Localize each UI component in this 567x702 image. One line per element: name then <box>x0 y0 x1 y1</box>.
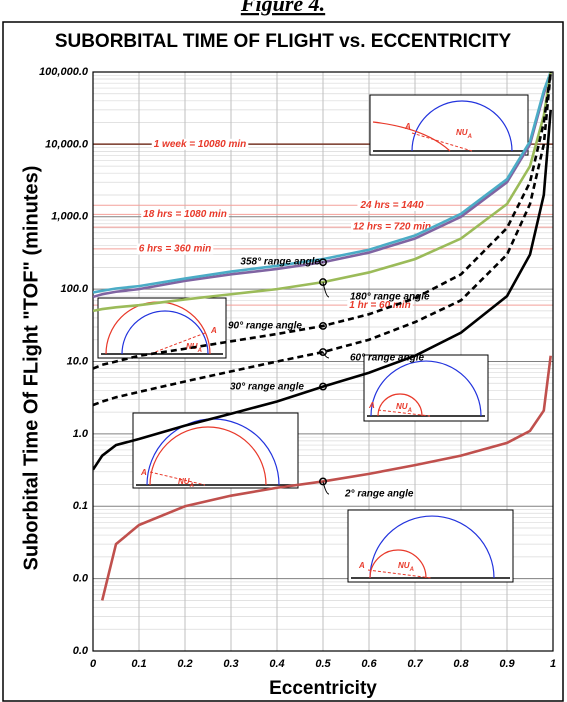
inset-angle-text: NU <box>456 128 468 137</box>
reference-label: 24 hrs = 1440 <box>359 200 424 211</box>
reference-label: 18 hrs = 1080 min <box>143 209 227 220</box>
series-label: 90° range angle <box>228 321 302 332</box>
x-tick-label: 1 <box>550 658 556 670</box>
x-axis-label: Eccentricity <box>269 678 377 699</box>
x-tick-label: 0.7 <box>407 658 423 670</box>
y-tick-label: 100,000.0 <box>39 66 89 78</box>
inset-box <box>364 355 488 421</box>
series-label: 358° range angle <box>240 257 320 268</box>
inset-point-label: A <box>404 122 411 131</box>
inset-point-label: A <box>210 326 217 335</box>
series-label: 180° range angle <box>350 292 430 303</box>
y-tick-label: 10,000.0 <box>45 138 89 150</box>
x-tick-label: 0.9 <box>499 658 515 670</box>
y-tick-label: 0.0 <box>73 573 89 585</box>
x-tick-label: 0.2 <box>177 658 192 670</box>
chart: Figure 4. SUBORBITAL TIME OF FLIGHT vs. … <box>0 0 567 702</box>
x-tick-label: 0.8 <box>453 658 469 670</box>
figure-label: Figure 4. <box>240 0 325 16</box>
inset-angle-sub: A <box>407 408 412 414</box>
reference-label: 1 week = 10080 min <box>154 139 247 150</box>
inset-point-label: A <box>358 561 365 570</box>
reference-label: 6 hrs = 360 min <box>139 244 212 255</box>
x-tick-label: 0.4 <box>269 658 284 670</box>
y-tick-label: 100.0 <box>60 283 88 295</box>
reference-label: 12 hrs = 720 min <box>353 222 431 233</box>
y-tick-label: 1,000.0 <box>51 211 89 223</box>
inset-point-label: A <box>368 401 375 410</box>
inset-angle-text: NU <box>178 477 190 486</box>
inset-angle-sub: A <box>197 348 202 354</box>
x-tick-label: 0.3 <box>223 658 238 670</box>
y-tick-label: 0.1 <box>73 500 88 512</box>
inset-angle-text: NU <box>398 561 410 570</box>
inset-angle-sub: A <box>467 134 472 140</box>
x-tick-label: 0.5 <box>315 658 331 670</box>
inset-angle-text: NU <box>396 402 408 411</box>
series-label: 30° range angle <box>230 382 304 393</box>
inset-angle-sub: A <box>409 567 414 573</box>
series-label: 2° range angle <box>344 489 414 500</box>
x-tick-label: 0.1 <box>131 658 146 670</box>
y-tick-label: 0.0 <box>73 645 89 657</box>
inset-box <box>133 413 298 488</box>
inset-angle-sub: A <box>189 483 194 489</box>
y-tick-label: 10.0 <box>67 355 89 367</box>
chart-title: SUBORBITAL TIME OF FLIGHT vs. ECCENTRICI… <box>55 31 512 52</box>
inset-box <box>348 510 513 582</box>
series-label: 60° range angle <box>350 353 424 364</box>
x-tick-label: 0 <box>90 658 97 670</box>
y-tick-label: 1.0 <box>73 428 89 440</box>
y-axis-label: Suborbital Time Of FLight "TOF" (minutes… <box>20 166 42 571</box>
x-tick-label: 0.6 <box>361 658 377 670</box>
inset-point-label: A <box>140 468 147 477</box>
